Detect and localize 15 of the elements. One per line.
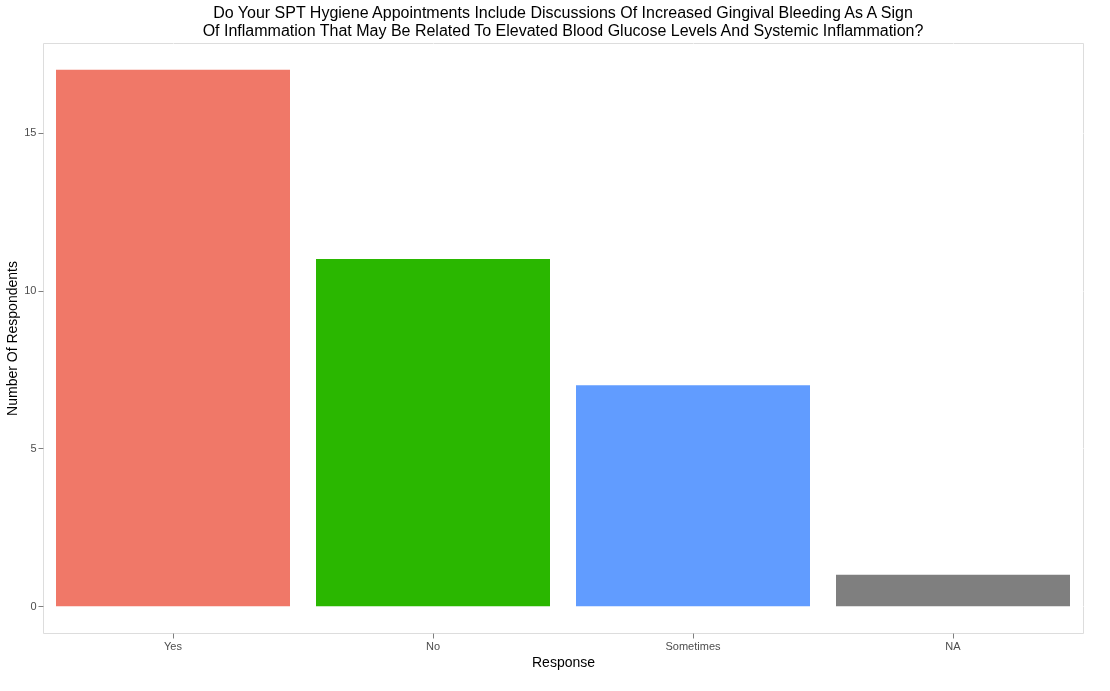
x-tick-label: Yes	[164, 639, 183, 652]
chart-title: Do Your SPT Hygiene Appointments Include Discussions Of Increased Gingival Bleeding As A Sign Of Inflammation That May Be Related To Elevated Blood Glucose Levels And Systemic Inflammation?	[202, 4, 924, 39]
y-tick-label: 5	[30, 441, 37, 454]
y-axis-title: Number Of Respondents	[4, 261, 21, 416]
x-tick-label: NA	[945, 639, 962, 652]
x-axis-title: Response	[531, 653, 596, 670]
x-tick-label: No	[425, 639, 441, 652]
bar	[316, 259, 550, 607]
bar	[576, 385, 810, 607]
y-tick-label: 15	[24, 126, 37, 139]
x-tick-label: Sometimes	[665, 639, 721, 652]
bar	[56, 69, 290, 607]
y-tick-label: 10	[24, 284, 37, 297]
y-tick-label: 0	[30, 599, 37, 612]
bar	[836, 574, 1070, 607]
